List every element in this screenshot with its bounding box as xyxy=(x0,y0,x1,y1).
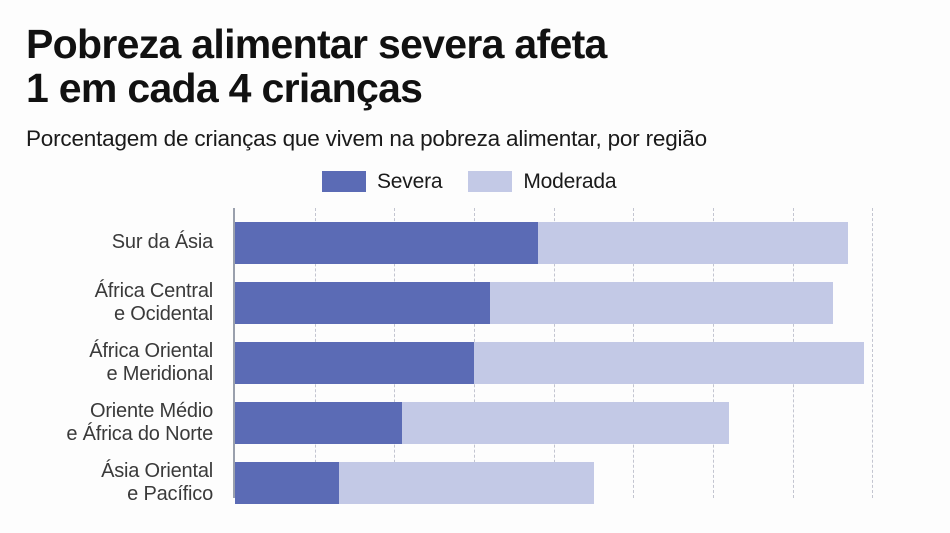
bar-row[interactable] xyxy=(235,221,950,264)
y-axis-label: Ásia Oriental e Pacífico xyxy=(101,460,213,505)
legend-swatch-severa xyxy=(322,171,366,193)
legend-item-severa[interactable]: Severa xyxy=(322,169,443,194)
page-title: Pobreza alimentar severa afeta 1 em cada… xyxy=(26,21,607,112)
bar-segment-severa[interactable] xyxy=(235,341,474,384)
plot-area xyxy=(233,207,950,504)
y-axis-label: África Central e Ocidental xyxy=(94,280,214,325)
bar-rows xyxy=(235,208,950,504)
bar-segment-severa[interactable] xyxy=(235,221,538,264)
legend-swatch-moderada xyxy=(468,171,513,193)
bar-row[interactable] xyxy=(235,461,950,504)
chart-area: Sur da Ásia África Central e Ocidental Áfr… xyxy=(0,207,950,505)
bar-row[interactable] xyxy=(235,341,950,384)
chart-subtitle: Porcentagem de crianças que vivem na pob… xyxy=(26,125,707,151)
y-axis-label: África Oriental e Meridional xyxy=(89,340,213,385)
bar-row[interactable] xyxy=(235,281,950,324)
legend-label-moderada: Moderada xyxy=(523,169,617,193)
y-axis-label: Sur da Ásia xyxy=(111,231,213,254)
bar-segment-severa[interactable] xyxy=(235,461,339,504)
legend-item-moderada[interactable]: Moderada xyxy=(468,169,617,194)
bar-segment-severa[interactable] xyxy=(235,281,490,324)
bar-row[interactable] xyxy=(235,401,950,444)
chart-header: Pobreza alimentar severa afeta 1 em cada… xyxy=(0,0,950,152)
bar-segment-severa[interactable] xyxy=(235,401,403,444)
chart-legend: Severa Moderada xyxy=(0,170,950,194)
y-axis-label: Oriente Médio e África do Norte xyxy=(66,400,213,445)
y-axis-labels: Sur da Ásia África Central e Ocidental Áfr… xyxy=(0,208,225,504)
legend-label-severa: Severa xyxy=(377,169,443,193)
